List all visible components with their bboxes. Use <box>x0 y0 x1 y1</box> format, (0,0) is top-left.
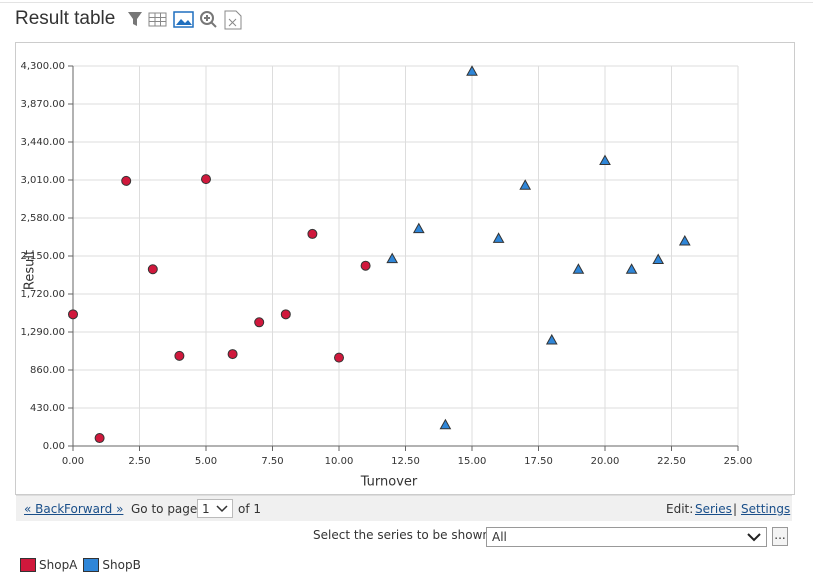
x-tick-label: 25.00 <box>724 456 753 467</box>
x-tick-label: 15.00 <box>458 456 487 467</box>
legend-swatch <box>20 558 36 572</box>
page-count: of 1 <box>238 502 262 516</box>
y-tick-label: 3,870.00 <box>20 99 65 110</box>
y-tick-label: 3,010.00 <box>20 175 65 186</box>
legend-label: ShopB <box>102 558 141 572</box>
image-icon-mount <box>176 19 192 25</box>
point <box>492 232 505 243</box>
y-tick-label: 430.00 <box>30 403 65 414</box>
point <box>94 433 105 444</box>
y-axis-label: Result <box>23 250 38 290</box>
legend-swatch <box>83 558 100 572</box>
point <box>439 418 452 430</box>
table-icon[interactable] <box>148 12 167 27</box>
excel-icon[interactable] <box>224 10 242 30</box>
page-select-value: 1 <box>202 502 210 516</box>
point <box>334 352 344 363</box>
top-rule <box>0 2 813 3</box>
y-tick-label: 1,290.00 <box>20 327 65 338</box>
point <box>280 309 291 320</box>
x-tick-label: 2.50 <box>128 456 150 467</box>
zoom-icon-lines <box>204 15 217 28</box>
y-tick-label: 2,150.00 <box>20 251 65 262</box>
y-tick-label: 860.00 <box>30 365 65 376</box>
table-icon-lines <box>149 13 166 26</box>
filter-label: Select the series to be shown: <box>313 528 495 542</box>
point <box>412 222 425 234</box>
y-tick-label: 2,580.00 <box>20 213 65 224</box>
x-tick-label: 10.00 <box>325 456 354 467</box>
point <box>572 263 585 274</box>
x-tick-label: 5.00 <box>195 456 217 467</box>
point <box>227 349 238 360</box>
x-axis-label: Turnover <box>360 475 418 490</box>
point <box>121 175 132 186</box>
point <box>360 260 371 271</box>
point <box>147 264 158 275</box>
edit-label: Edit: <box>666 502 694 516</box>
back-link[interactable]: « Back <box>24 502 65 516</box>
toolbar-icons <box>128 10 242 30</box>
zoom-icon[interactable] <box>200 11 214 25</box>
go-to-label: Go to page <box>131 502 198 516</box>
legend-item[interactable]: ShopB <box>83 558 141 572</box>
point <box>386 252 399 264</box>
x-tick-label: 7.50 <box>261 456 283 467</box>
point <box>519 179 532 190</box>
y-tick-label: 3,440.00 <box>20 137 65 148</box>
page-select[interactable]: 1 <box>197 499 233 518</box>
series-select-value: All <box>492 530 507 544</box>
series-select[interactable]: All <box>486 527 767 547</box>
pager-bar: « Back Forward » Go to page 1 of 1 Edit:… <box>16 495 792 521</box>
point <box>254 317 265 328</box>
point <box>599 154 611 166</box>
page-select-arrow <box>216 505 228 513</box>
y-tick-label: 1,720.00 <box>20 289 65 300</box>
page-title: Result table <box>15 8 116 29</box>
x-tick-label: 12.50 <box>391 456 420 467</box>
point <box>174 350 185 361</box>
point <box>201 174 211 185</box>
y-tick-label: 0.00 <box>43 441 65 452</box>
excel-icon-x <box>228 18 237 27</box>
point <box>652 253 665 265</box>
point <box>307 228 318 239</box>
series-select-arrow <box>747 533 761 542</box>
point <box>625 263 638 274</box>
filter-icon[interactable] <box>128 12 142 26</box>
forward-link[interactable]: Forward » <box>64 502 124 516</box>
separator: | <box>733 502 738 516</box>
x-tick-label: 22.50 <box>657 456 686 467</box>
legend-label: ShopA <box>39 558 78 572</box>
x-tick-label: 17.50 <box>524 456 553 467</box>
x-tick-label: 20.00 <box>591 456 620 467</box>
point <box>466 65 478 76</box>
series-link[interactable]: Series <box>695 502 732 516</box>
legend-item[interactable]: ShopA <box>20 558 77 572</box>
y-tick-label: 4,300.00 <box>20 61 65 72</box>
settings-link[interactable]: Settings <box>741 502 791 516</box>
more-button[interactable]: ... <box>772 527 788 546</box>
chart: Turnover Result 0.00 430.00 860.00 1,290.00… <box>15 42 795 495</box>
point <box>545 333 558 345</box>
legend: ShopA ShopB <box>20 558 141 572</box>
point <box>68 309 78 320</box>
point <box>678 234 691 246</box>
x-tick-label: 0.00 <box>62 456 84 467</box>
